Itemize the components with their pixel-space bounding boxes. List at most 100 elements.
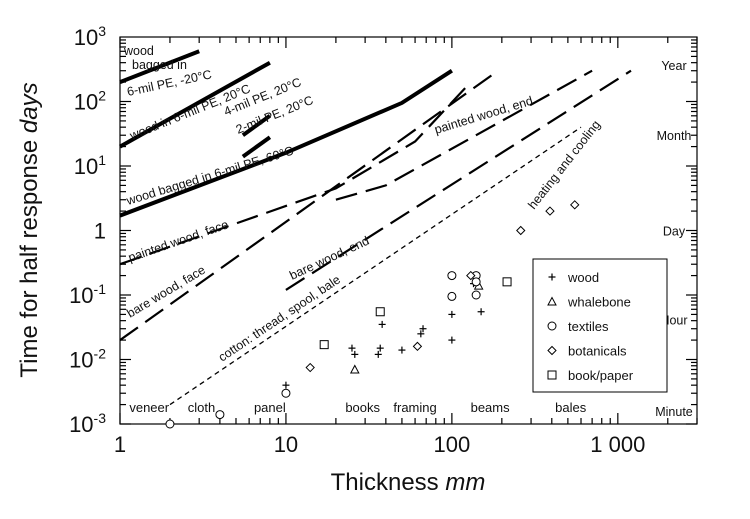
botanicals-point	[412, 341, 423, 352]
line-annotation-0-1: bagged in	[132, 58, 187, 72]
y-axis-unit: days	[16, 82, 43, 133]
x-tick-label: 1 000	[590, 432, 645, 457]
legend-marker-2	[547, 321, 557, 331]
time-label: Day	[663, 225, 686, 239]
line-annotation-4: wood bagged in 6-mil PE, 60°C	[124, 144, 295, 209]
legend-label: botanicals	[568, 344, 627, 359]
legend-marker-3	[547, 345, 557, 356]
y-tick-label: 101	[74, 152, 106, 179]
wood-point	[477, 308, 485, 316]
botanicals-point	[305, 362, 315, 373]
legend-label: textiles	[568, 319, 609, 334]
category-label: framing	[393, 400, 436, 415]
line-annotation-6: painted wood, face	[126, 217, 230, 264]
x-tick-label: 1	[114, 432, 126, 457]
textiles-point	[281, 388, 291, 398]
series-line-7	[285, 69, 632, 291]
legend-label: book/paper	[568, 368, 634, 383]
y-tick-base: 10	[69, 412, 93, 437]
category-label: panel	[254, 400, 286, 415]
wood-point	[419, 325, 427, 333]
legend-marker-0	[548, 273, 556, 281]
y-tick-exp: 3	[98, 23, 106, 39]
y-tick-label: 1	[94, 219, 106, 244]
textiles-point	[447, 291, 457, 301]
legend-label: whalebone	[567, 295, 631, 310]
y-tick-label: 10-1	[69, 281, 106, 308]
category-label: books	[345, 400, 380, 415]
category-label: veneer	[129, 400, 169, 415]
y-tick-base: 10	[69, 283, 93, 308]
legend-label: wood	[567, 270, 599, 285]
textiles-point	[471, 277, 481, 287]
series-line-6	[119, 81, 472, 266]
botanicals-point	[516, 225, 526, 236]
markers	[165, 200, 580, 429]
y-tick-exp: 1	[98, 152, 106, 168]
x-axis-unit: mm	[445, 469, 485, 496]
series-line-2	[241, 114, 272, 137]
y-axis-label: Time for half response	[16, 140, 43, 378]
book-paper-point	[375, 307, 385, 317]
book-paper-point	[502, 277, 512, 287]
category-label: bales	[555, 400, 587, 415]
line-annotation-0-2: 6-mil PE, -20°C	[126, 67, 213, 99]
series-line-3	[241, 135, 272, 159]
x-axis-label: Thickness	[331, 469, 439, 496]
y-tick-label: 103	[74, 23, 106, 50]
wood-point	[351, 350, 359, 358]
wood-point	[378, 320, 386, 328]
y-tick-base: 10	[74, 154, 98, 179]
y-tick-label: 10-3	[69, 410, 106, 437]
ticks	[119, 37, 698, 425]
book-paper-point	[319, 340, 329, 350]
y-tick-exp: -3	[94, 410, 107, 426]
wood-point	[348, 344, 356, 352]
series-line-9	[169, 126, 582, 406]
botanicals-point	[466, 270, 476, 281]
botanicals-point	[545, 206, 555, 216]
y-tick-exp: -1	[94, 281, 107, 297]
y-tick-label: 102	[74, 88, 106, 115]
line-annotation-9: cotton: thread, spool, bale	[216, 272, 343, 364]
y-tick-base: 10	[69, 348, 93, 373]
textiles-point	[215, 410, 225, 420]
wood-point	[282, 381, 290, 389]
wood-point	[398, 346, 406, 354]
series-line-8	[119, 69, 499, 341]
series-line-5	[335, 69, 593, 201]
wood-point	[374, 350, 382, 358]
y-axis-title: Time for half response days	[16, 82, 43, 377]
x-axis-title: Thickness mm	[331, 469, 486, 496]
legend-marker-1	[547, 296, 557, 306]
line-annotation-8: bare wood, face	[124, 263, 207, 321]
categories: veneer cloth panel books framing beams bales	[129, 400, 586, 415]
category-label: beams	[471, 400, 511, 415]
series-line-0	[119, 49, 200, 84]
wood-point	[448, 310, 456, 318]
textiles-point	[447, 271, 457, 281]
wood-point	[417, 330, 425, 338]
x-tick-label: 10	[274, 432, 298, 457]
legend: wood whalebone textiles botanicals book/pape…	[532, 258, 668, 393]
category-label: cloth	[188, 400, 215, 415]
y-tick-base: 1	[94, 219, 106, 244]
time-label: Minute	[655, 405, 693, 419]
time-label: Year	[661, 59, 686, 73]
y-tick-exp: -2	[94, 346, 107, 362]
y-tick-exp: 2	[98, 88, 106, 104]
y-tick-base: 10	[74, 25, 98, 50]
heating-cooling-note: heating and cooling	[525, 118, 603, 212]
series-line-1	[119, 60, 271, 149]
textiles-point	[471, 290, 481, 300]
botanicals-point	[570, 200, 580, 210]
wood-point	[376, 344, 384, 352]
time-label: Month	[657, 129, 692, 143]
y-tick-base: 10	[74, 90, 98, 115]
series-line-4	[119, 69, 453, 218]
line-annotation-0-0: wood	[123, 44, 154, 58]
y-tick-label: 10-2	[69, 346, 106, 373]
